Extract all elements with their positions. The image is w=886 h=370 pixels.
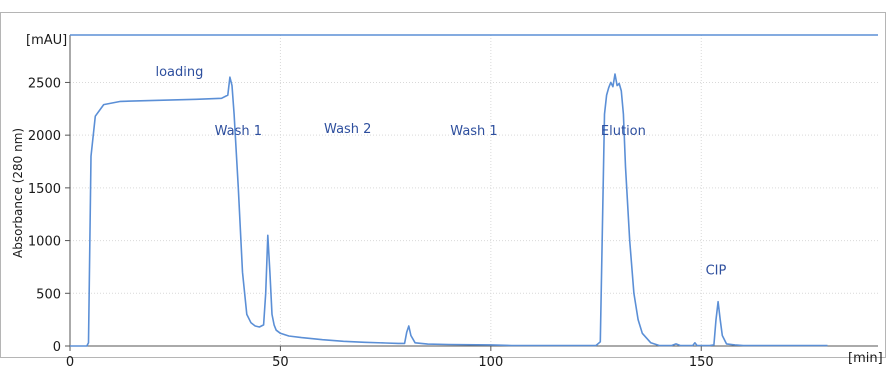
y-axis-title: Absorbance (280 nm) <box>11 128 25 258</box>
y-tick-label-5: 2500 <box>28 76 61 91</box>
x-tick-label-1: 50 <box>272 355 289 370</box>
x-tick-label-2: 100 <box>478 355 503 370</box>
annotation-label-1: Wash 1 <box>215 124 262 139</box>
y-tick-labels: 0 500 1000 1500 2000 2500 <box>28 76 70 355</box>
series-group <box>70 73 828 347</box>
annotation-label-5: CIP <box>706 263 727 278</box>
y-tick-label-4: 2000 <box>28 129 61 144</box>
y-tick-label-3: 1500 <box>28 182 61 197</box>
x-tick-labels: 0 50 100 150 <box>66 346 714 370</box>
annotation-label-3: Wash 1 <box>450 124 497 139</box>
annotation-label-0: loading <box>155 65 203 80</box>
annotation-label-4: Elution <box>601 124 646 139</box>
y-tick-label-1: 500 <box>36 287 61 302</box>
x-tick-label-0: 0 <box>66 355 74 370</box>
annotation-label-2: Wash 2 <box>324 122 371 137</box>
axes <box>69 34 878 347</box>
annotations: loading Wash 1 Wash 2 Wash 1 Elution CIP <box>155 65 726 278</box>
grid-lines <box>70 35 878 346</box>
series-line-0 <box>70 73 828 347</box>
y-unit-label: [mAU] <box>26 33 67 48</box>
x-tick-label-3: 150 <box>689 355 714 370</box>
outer-border <box>0 12 886 358</box>
y-tick-label-2: 1000 <box>28 235 61 250</box>
y-tick-label-0: 0 <box>53 340 61 355</box>
x-unit-label: [min] <box>848 351 883 366</box>
